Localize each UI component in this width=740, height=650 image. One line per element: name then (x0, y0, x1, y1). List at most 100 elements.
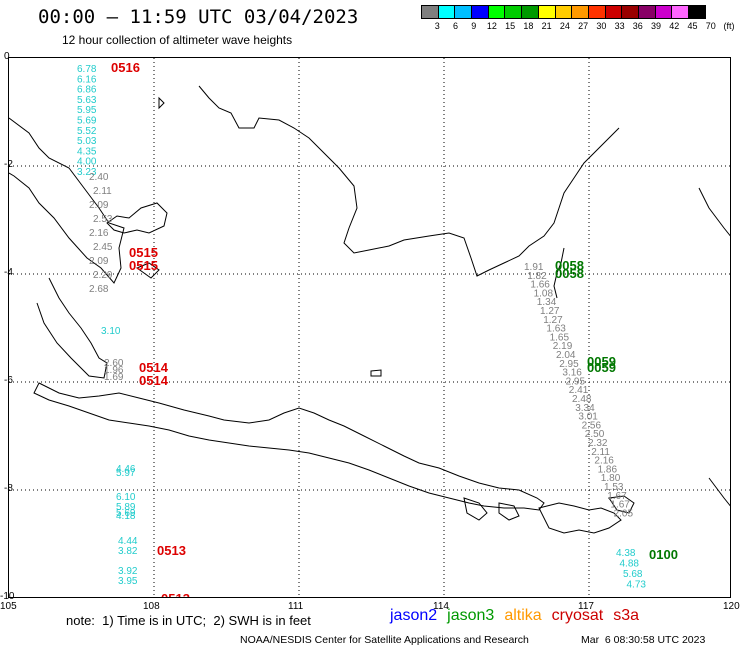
x-tick-label: 111 (288, 601, 304, 612)
color-scale-cell (554, 5, 573, 19)
swh-label: 4.44 (118, 536, 138, 547)
chart-subtitle: 12 hour collection of altimeter wave hei… (62, 33, 293, 47)
color-scale-cell (471, 5, 489, 19)
time-tag: 0515 (129, 245, 158, 260)
swh-label: 3.95 (118, 576, 138, 587)
swh-label: 2.40 (89, 172, 109, 183)
swh-label: 1.08 (534, 288, 554, 299)
color-scale-label: 12 (486, 21, 497, 31)
color-scale-cell (421, 5, 439, 19)
time-tag: 0513 (157, 543, 186, 558)
color-scale-cell (437, 5, 456, 19)
swh-labels-layer: 6.786.166.865.635.955.695.525.034.354.00… (77, 60, 678, 598)
color-scale-cell (504, 5, 523, 19)
map-panel: 6.78 6.16 6.86 5.63 5.95 5.69 5.52 5.03 4.35 4.00… (8, 57, 731, 598)
graticule (9, 58, 730, 597)
color-scale-label: 70 (705, 21, 716, 31)
swh-label: 6.16 (77, 74, 97, 85)
color-scale-label: 42 (669, 21, 680, 31)
time-tag: 0513 (161, 591, 190, 598)
color-scale-label: 21 (541, 21, 552, 31)
time-tag: 0514 (139, 373, 169, 388)
x-tick-label: 117 (578, 601, 594, 612)
color-scale-cell (637, 5, 656, 19)
color-scale-cell (537, 5, 556, 19)
coastline (9, 85, 730, 534)
x-tick-label: 120 (723, 601, 740, 612)
swh-label: 2.60 (104, 358, 124, 369)
color-scale-cell (521, 5, 539, 19)
swh-label: 2.56 (582, 420, 602, 431)
swh-label: 1.80 (601, 473, 621, 484)
swh-label: 1.96 (104, 365, 124, 376)
y-tick-label: -2 (4, 159, 13, 170)
swh-label: 5.03 (77, 136, 97, 147)
color-scale-cell (621, 5, 639, 19)
swh-label: 2.48 (572, 394, 592, 405)
color-scale-cell (671, 5, 689, 19)
color-scale-cell (487, 5, 506, 19)
swh-label: 2.95 (559, 359, 579, 370)
color-scale-bar (421, 5, 706, 19)
swh-label: 2.68 (89, 284, 109, 295)
time-tag: 0100 (649, 547, 678, 562)
swh-label: 4.35 (77, 146, 97, 157)
y-tick-label: -6 (4, 375, 13, 386)
color-scale-label: 33 (614, 21, 625, 31)
swh-label: 6.10 (116, 492, 136, 503)
swh-label: 5.95 (77, 105, 97, 116)
swh-label: 2.95 (566, 376, 586, 387)
color-scale-cell (454, 5, 473, 19)
swh-label: 2.45 (93, 242, 113, 253)
color-scale-label: 36 (632, 21, 643, 31)
color-scale-label: 24 (559, 21, 570, 31)
swh-label: 5.69 (77, 116, 97, 127)
swh-label: 2.04 (556, 350, 576, 361)
swh-label: 6.78 (77, 64, 97, 75)
swh-label: 2.09 (89, 256, 109, 267)
swh-label: 4.73 (627, 580, 647, 591)
y-tick-label: -8 (4, 483, 13, 494)
time-tag: 0515 (129, 258, 158, 273)
swh-label: 2.32 (588, 438, 608, 449)
satellite-legend: jason2 jason3 altika cryosat s3a (390, 607, 649, 625)
x-tick-label: 114 (433, 601, 449, 612)
x-tick-label: 105 (0, 601, 17, 612)
swh-label: 5.68 (623, 569, 643, 580)
swh-label: 1.82 (527, 271, 547, 282)
credit-text: NOAA/NESDIS Center for Satellite Applica… (240, 634, 529, 646)
swh-label: 2.41 (569, 385, 589, 396)
swh-label: 4.88 (620, 559, 640, 570)
swh-label: 2.50 (585, 429, 605, 440)
legend-jason2: jason2 (390, 607, 438, 624)
swh-label: 2.16 (594, 456, 614, 467)
swh-label: 1.91 (524, 262, 544, 273)
color-scale-label: 18 (523, 21, 534, 31)
swh-label: 1.66 (530, 280, 550, 291)
swh-label: 2.53 (93, 214, 113, 225)
color-scale-label: 30 (596, 21, 607, 31)
time-tag: 0058 (555, 258, 584, 273)
color-scale-cell (604, 5, 623, 19)
y-tick-label: -4 (4, 267, 13, 278)
swh-label: 5.63 (77, 95, 97, 106)
time-tag: 0059 (587, 354, 616, 369)
time-tag: 0516 (111, 60, 140, 75)
color-scale-cell (688, 5, 706, 19)
legend-jason3: jason3 (447, 607, 495, 624)
footer-note: note: 1) Time is in UTC; 2) SWH is in fe… (66, 613, 311, 628)
color-scale-label: 39 (651, 21, 662, 31)
swh-label: 1.86 (598, 464, 618, 475)
legend-s3a: s3a (613, 607, 640, 624)
color-scale-label: (ft) (723, 21, 735, 31)
swh-label: 1.27 (543, 315, 563, 326)
time-tag: 0059 (587, 360, 616, 375)
color-scale-label: 15 (505, 21, 516, 31)
swh-label: 2.19 (553, 341, 573, 352)
swh-label: 5.52 (77, 126, 97, 137)
swh-label: 3.34 (575, 403, 595, 414)
color-scale-labels: 3 6 9 12 15 18 21 24 27 30 33 36 39 42 45 70 (ft) (421, 21, 735, 35)
swh-label: 1.69 (104, 372, 124, 383)
color-scale-label: 9 (471, 21, 477, 31)
color-scale-label: 3 (434, 21, 440, 31)
